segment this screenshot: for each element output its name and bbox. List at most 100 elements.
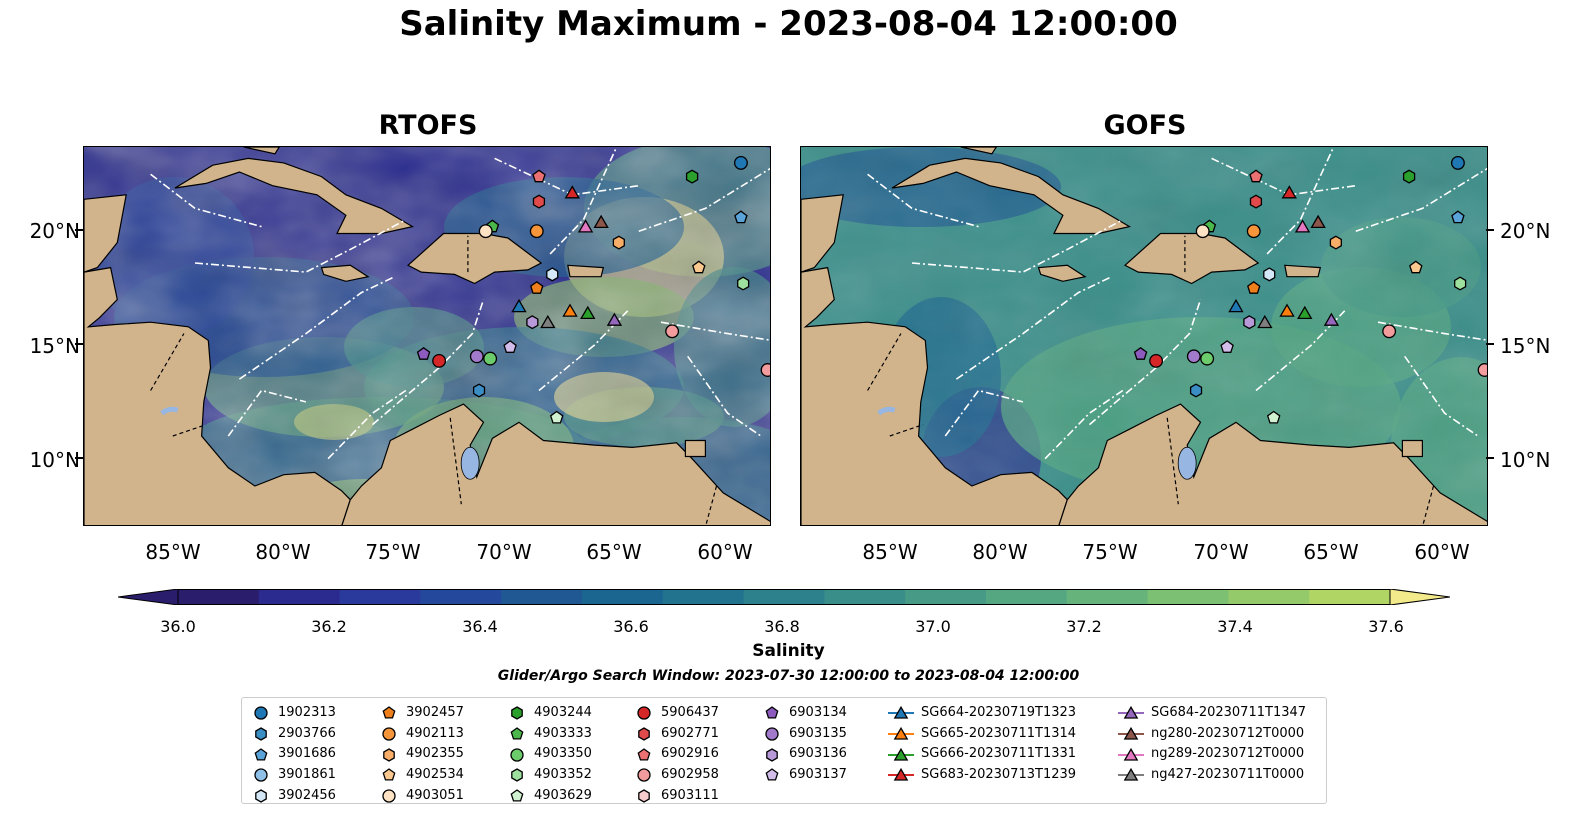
hexagon-marker-icon [255,789,267,803]
hexagon-marker-glyph [638,727,650,741]
legend-item: 6903136 [761,743,847,764]
legend-label: SG684-20230711T1347 [1151,704,1307,720]
circle-marker-icon [254,706,268,720]
lat-label-15n-left: 15°N [29,334,80,358]
map-panel-rtofs[interactable] [83,146,771,526]
circle-marker-icon [637,706,651,720]
legend-item: 2903766 [250,723,336,744]
triangle-marker-icon [1118,706,1144,719]
hexagon-float-marker [612,235,625,250]
hexagon-float-marker [737,276,750,291]
legend-label: 4902113 [406,725,464,741]
pentagon-marker-glyph [382,706,396,719]
tick-mark [75,342,83,345]
map-panel-gofs[interactable] [800,146,1488,526]
triangle-float-marker [577,219,594,233]
triangle-marker-glyph [893,706,909,719]
pentagon-marker-glyph [510,727,524,740]
tick-mark [1486,456,1494,459]
triangle-float-marker [1297,305,1313,320]
land-puerto-rico [1284,264,1322,278]
triangle-float-marker [540,314,556,329]
legend-label: 6903136 [789,746,847,762]
pentagon-float-marker [549,410,564,424]
colorbar-tick-label: 37.4 [1217,617,1253,636]
hexagon-marker-icon [383,747,395,762]
hexagon-float-marker [526,315,539,330]
legend-label: 5906437 [661,704,719,720]
land-jamaica [1037,264,1087,282]
legend-label: ng280-20230712T0000 [1151,725,1305,741]
colorbar-tick-label: 36.2 [311,617,347,636]
lat-label-15n-right: 15°N [1500,334,1551,358]
triangle-marker-icon [888,726,914,740]
legend-label: ng427-20230711T0000 [1151,766,1305,782]
legend-item: 6902771 [633,723,719,744]
hexagon-float-marker [1263,267,1276,282]
lon-label-rtofs-60w: 60°W [697,540,753,564]
colorbar-tick-label: 37.0 [915,617,951,636]
legend-column: 5906437 6902771 6902916 6902958 6903111 [633,702,719,805]
triangle-float-marker [1281,185,1297,199]
triangle-marker-glyph [1123,726,1139,740]
pentagon-float-marker [416,347,431,360]
triangle-float-marker [1228,298,1244,313]
hexagon-float-marker [1329,235,1342,250]
legend: 1902313 2903766 3901686 3901861 3902456 39024… [241,697,1327,804]
legend-label: 4903051 [406,787,464,803]
triangle-float-marker [564,185,580,199]
land-south-america [1058,403,1487,525]
triangle-float-marker [1310,214,1326,229]
legend-item: 4902113 [378,723,464,744]
panel-title-gofs: GOFS [1103,110,1187,141]
hexagon-marker-icon [511,768,523,783]
triangle-float-marker [593,214,609,229]
triangle-marker-icon [1118,747,1144,761]
land-cuba [174,157,415,235]
triangle-marker-glyph [893,726,909,740]
hexagon-float-marker [472,383,486,398]
legend-label: 4903244 [534,704,592,720]
lon-label-rtofs-75w: 75°W [365,540,421,564]
legend-item: 4903333 [506,723,592,744]
land-central-america [84,266,351,525]
lon-label-gofs-85w: 85°W [862,540,918,564]
hexagon-marker-glyph [766,747,778,762]
pentagon-marker-icon [510,727,524,740]
lat-label-10n-right: 10°N [1500,448,1551,472]
circle-marker-icon [510,748,524,762]
circle-marker-glyph [382,789,396,803]
legend-label: SG664-20230719T1323 [921,704,1077,720]
circle-marker-glyph [637,768,651,783]
pentagon-float-marker [1266,410,1281,424]
legend-label: SG683-20230713T1239 [921,766,1077,782]
hexagon-marker-icon [255,727,267,741]
triangle-float-marker [562,303,578,317]
triangle-float-marker [511,298,527,313]
legend-item: SG666-20230711T1331 [887,743,1076,764]
colorbar-tick-label: 37.6 [1368,617,1404,636]
pentagon-marker-icon [637,747,651,761]
legend-item: 4903629 [506,785,592,806]
legend-item: ng289-20230712T0000 [1117,743,1306,764]
pentagon-marker-icon [254,747,268,761]
colorbar-tick-label: 37.2 [1066,617,1102,636]
triangle-marker-icon [888,768,914,782]
lat-label-10n-left: 10°N [29,448,80,472]
pentagon-float-marker [1220,340,1234,353]
lon-label-gofs-75w: 75°W [1082,540,1138,564]
hexagon-float-marker [1189,383,1203,398]
pentagon-marker-icon [765,768,779,781]
hexagon-float-marker [685,169,699,184]
colorbar-tick-label: 36.8 [764,617,800,636]
hexagon-marker-glyph [255,789,267,803]
legend-item: SG684-20230711T1347 [1117,702,1306,723]
circle-float-marker [1195,224,1210,239]
legend-item: ng427-20230711T0000 [1117,764,1306,785]
legend-column: SG684-20230711T1347 ng280-20230712T0000 ng… [1117,702,1306,785]
pentagon-marker-glyph [382,768,396,781]
colorbar-label: Salinity [752,641,825,661]
legend-item: ng280-20230712T0000 [1117,723,1306,744]
hexagon-float-marker [1243,315,1256,330]
land-puerto-rico [567,264,605,278]
